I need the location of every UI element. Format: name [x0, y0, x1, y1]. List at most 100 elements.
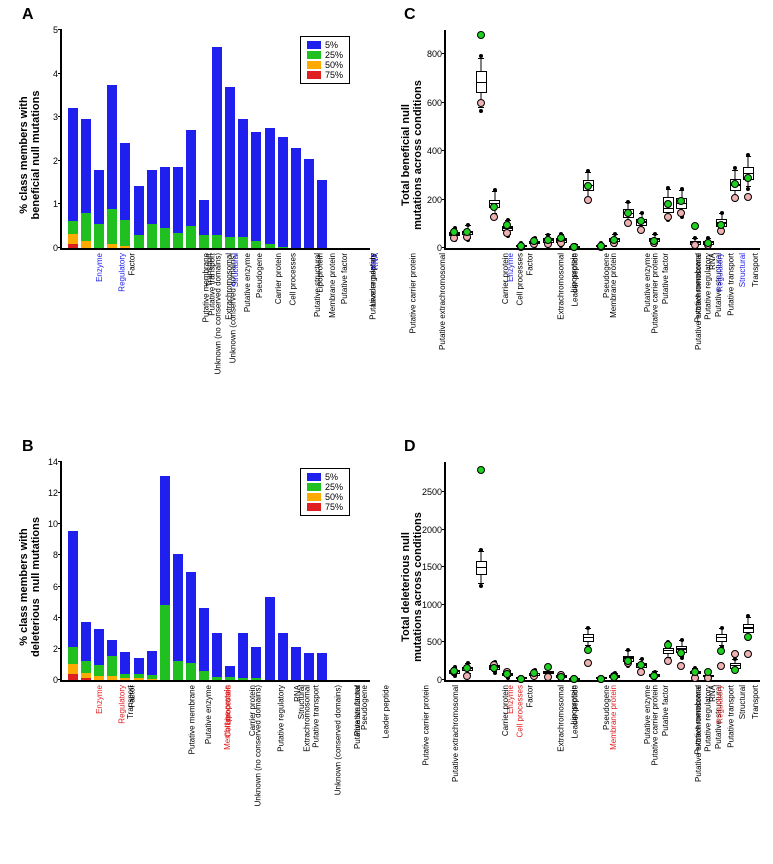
pink-dot — [744, 650, 752, 658]
boxplot — [462, 462, 473, 680]
bar — [173, 554, 183, 680]
boxplot — [743, 30, 754, 248]
bar — [317, 180, 327, 248]
pink-dot — [664, 213, 672, 221]
x-tick-label: Factor — [128, 253, 137, 276]
x-tick-label: Carrier protein — [274, 253, 283, 304]
legend-item: 50% — [307, 492, 343, 502]
x-tick-label: Lipoprotein — [315, 253, 324, 293]
x-tick-label: Putative membrane — [188, 685, 197, 754]
green-dot — [691, 222, 699, 230]
x-tick-label: Putative factor — [661, 253, 670, 304]
x-tick-label: Lipoprotein — [224, 685, 233, 725]
x-tick-label: Extrachromosomal — [557, 685, 566, 752]
bar — [147, 170, 157, 248]
boxplot — [569, 30, 580, 248]
x-tick-label: Enzyme — [95, 253, 104, 282]
green-dot — [637, 661, 645, 669]
green-dot — [610, 236, 618, 244]
panel-c-ylabel: Total beneficial null mutations across c… — [400, 55, 424, 255]
legend-item: 75% — [307, 70, 343, 80]
x-tick-label: Carrier protein — [248, 685, 257, 736]
green-dot — [597, 675, 605, 683]
x-tick-label: Transport — [751, 253, 760, 287]
green-dot — [624, 209, 632, 217]
panel-b-ylabel: % class members with deleterious null mu… — [18, 487, 42, 687]
green-dot — [490, 203, 498, 211]
x-tick-label: Factor — [526, 253, 535, 276]
green-dot — [477, 31, 485, 39]
pink-dot — [664, 657, 672, 665]
boxplot — [690, 30, 701, 248]
boxplot — [516, 30, 527, 248]
boxplot — [529, 30, 540, 248]
panel-a-label: A — [22, 6, 34, 24]
pink-dot — [744, 193, 752, 201]
green-dot — [664, 641, 672, 649]
bar — [107, 85, 117, 248]
x-tick-label: Putative membrane — [693, 253, 702, 322]
panel-a-legend: 5%25%50%75% — [300, 36, 350, 84]
bar — [317, 653, 327, 680]
pink-dot — [503, 229, 511, 237]
green-dot — [677, 197, 685, 205]
green-dot — [731, 180, 739, 188]
boxplot — [649, 462, 660, 680]
green-dot — [557, 234, 565, 242]
panel-c-label: C — [404, 6, 416, 24]
boxplot — [476, 462, 487, 680]
boxplot — [596, 30, 607, 248]
pink-dot — [584, 659, 592, 667]
x-tick-label: Cell processes — [516, 253, 525, 305]
x-tick-label: Putative enzyme — [204, 685, 213, 744]
green-dot — [490, 664, 498, 672]
bar — [291, 148, 301, 248]
legend-item: 25% — [307, 50, 343, 60]
green-dot — [650, 237, 658, 245]
green-dot — [691, 668, 699, 676]
legend-item: 5% — [307, 472, 343, 482]
green-dot — [664, 200, 672, 208]
boxplot — [730, 462, 741, 680]
bar — [225, 87, 235, 248]
green-dot — [570, 675, 578, 683]
green-dot — [450, 228, 458, 236]
bar — [304, 653, 314, 680]
pink-dot — [731, 194, 739, 202]
green-dot — [704, 668, 712, 676]
bar — [134, 658, 144, 680]
bar — [199, 608, 209, 680]
panel-b-label: B — [22, 438, 34, 456]
boxplot — [676, 462, 687, 680]
bar — [147, 651, 157, 680]
legend-item: 5% — [307, 40, 343, 50]
x-tick-label: Putative enzyme — [243, 253, 252, 312]
bar — [81, 622, 91, 680]
bar — [68, 108, 78, 248]
green-dot — [463, 228, 471, 236]
x-tick-label: Factor — [128, 685, 137, 708]
x-tick-label: Putative regulatory — [277, 685, 286, 752]
x-tick-label: Enzyme — [506, 253, 515, 282]
green-dot — [731, 666, 739, 674]
x-tick-label: RNA — [707, 253, 716, 270]
x-tick-label: Transport — [205, 253, 214, 287]
boxplot — [636, 462, 647, 680]
bar — [265, 597, 275, 680]
x-tick-label: Enzyme — [95, 685, 104, 714]
bar — [199, 200, 209, 248]
boxplot — [609, 30, 620, 248]
x-tick-label: Lipoprotein — [570, 253, 579, 293]
boxplot — [516, 462, 527, 680]
green-dot — [597, 242, 605, 250]
pink-dot — [544, 673, 552, 681]
green-dot — [570, 243, 578, 251]
green-dot — [610, 673, 618, 681]
bar — [291, 647, 301, 680]
pink-dot — [490, 213, 498, 221]
bar — [186, 130, 196, 248]
green-dot — [704, 239, 712, 247]
x-tick-label: Putative factor — [661, 685, 670, 736]
boxplot — [730, 30, 741, 248]
bar — [238, 633, 248, 680]
